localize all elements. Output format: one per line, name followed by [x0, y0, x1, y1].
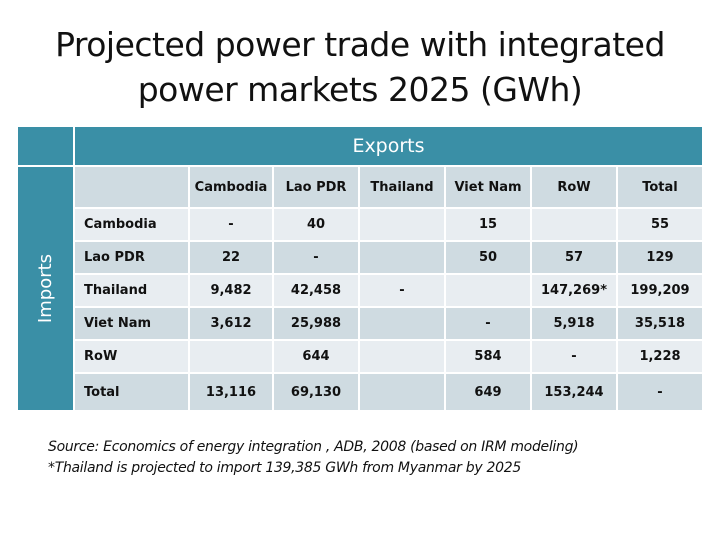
corner-cell [18, 127, 73, 165]
column-header-viet-nam: Viet Nam [446, 167, 530, 207]
table-cell: 147,269* [532, 275, 616, 306]
exports-header: Exports [75, 127, 702, 165]
row-header-thailand: Thailand [75, 275, 188, 306]
table-cell: - [190, 209, 272, 240]
table-cell: 644 [274, 341, 358, 372]
imports-label: Imports [35, 253, 56, 324]
title-line-2: power markets 2025 (GWh) [137, 70, 583, 109]
table-cell: - [618, 374, 702, 410]
table-cell [190, 341, 272, 372]
table-cell: 69,130 [274, 374, 358, 410]
imports-sidebar: Imports [18, 167, 73, 410]
table-cell [360, 374, 444, 410]
table-cell: 15 [446, 209, 530, 240]
table-cell [360, 341, 444, 372]
table-cell: 13,116 [190, 374, 272, 410]
power-trade-table: Exports Imports Cambodia Lao PDR Thailan… [18, 127, 702, 410]
table-cell: 50 [446, 242, 530, 273]
table-cell: 9,482 [190, 275, 272, 306]
column-header-cambodia: Cambodia [190, 167, 272, 207]
table-cell: 57 [532, 242, 616, 273]
table-cell: 55 [618, 209, 702, 240]
table-cell: 42,458 [274, 275, 358, 306]
table-cell [532, 209, 616, 240]
table-cell: 129 [618, 242, 702, 273]
exports-label: Exports [352, 135, 425, 157]
table-cell [446, 275, 530, 306]
row-header-cambodia: Cambodia [75, 209, 188, 240]
table-cell: - [446, 308, 530, 339]
row-header-row: RoW [75, 341, 188, 372]
table-cell: 40 [274, 209, 358, 240]
table-cell: 1,228 [618, 341, 702, 372]
table-cell: - [274, 242, 358, 273]
table-cell: 153,244 [532, 374, 616, 410]
table-cell: 22 [190, 242, 272, 273]
table-cell: 3,612 [190, 308, 272, 339]
table-cell: - [360, 275, 444, 306]
table-cell: 584 [446, 341, 530, 372]
table-cell [360, 308, 444, 339]
column-header-blank [75, 167, 188, 207]
table-cell: 25,988 [274, 308, 358, 339]
row-header-lao-pdr: Lao PDR [75, 242, 188, 273]
column-header-row: RoW [532, 167, 616, 207]
table-cell [360, 242, 444, 273]
title-line-1: Projected power trade with integrated [55, 25, 665, 64]
row-header-total: Total [75, 374, 188, 410]
table-cell: 5,918 [532, 308, 616, 339]
source-citation: Source: Economics of energy integration … [48, 439, 579, 455]
slide-title: Projected power trade with integrated po… [0, 22, 720, 112]
column-header-lao-pdr: Lao PDR [274, 167, 358, 207]
table-cell: 199,209 [618, 275, 702, 306]
column-header-total: Total [618, 167, 702, 207]
table-cell: - [532, 341, 616, 372]
column-header-thailand: Thailand [360, 167, 444, 207]
footnotes: Source: Economics of energy integration … [48, 437, 579, 479]
table-cell [360, 209, 444, 240]
row-header-viet-nam: Viet Nam [75, 308, 188, 339]
table-cell: 649 [446, 374, 530, 410]
asterisk-note: *Thailand is projected to import 139,385… [48, 460, 521, 476]
table-cell: 35,518 [618, 308, 702, 339]
